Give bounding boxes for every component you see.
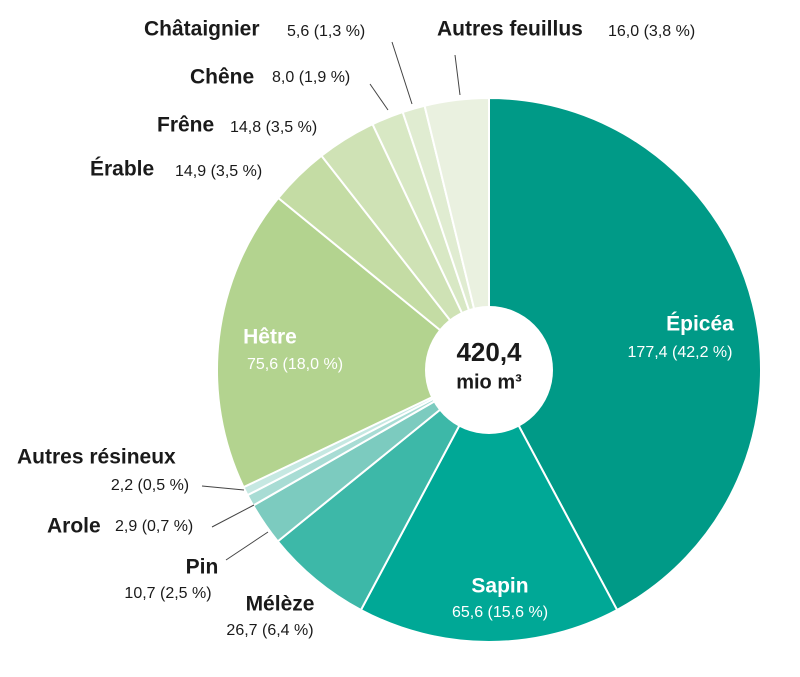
slice-label: Frêne bbox=[157, 114, 214, 137]
slice-label: Autres résineux bbox=[17, 446, 176, 469]
pie-slice bbox=[359, 367, 619, 643]
value-label: 26,7 (6,4 %) bbox=[226, 622, 313, 639]
slice-label: Mélèze bbox=[246, 593, 315, 616]
slice-label: Hêtre bbox=[243, 326, 297, 349]
leader-line bbox=[454, 54, 461, 96]
value-label: 2,9 (0,7 %) bbox=[115, 518, 193, 535]
value-label: 65,6 (15,6 %) bbox=[452, 604, 548, 621]
slice-label: Châtaignier bbox=[144, 18, 260, 41]
slice-label: Arole bbox=[47, 515, 101, 538]
value-label: 14,8 (3,5 %) bbox=[230, 119, 317, 136]
value-label: 8,0 (1,9 %) bbox=[272, 69, 350, 86]
slice-label: Autres feuillus bbox=[437, 18, 583, 41]
leader-line bbox=[369, 83, 389, 111]
value-label: 2,2 (0,5 %) bbox=[111, 477, 189, 494]
leader-line bbox=[391, 41, 413, 105]
slice-label: Épicéa bbox=[666, 313, 734, 336]
center-unit: mio m³ bbox=[456, 371, 522, 393]
leader-line bbox=[211, 504, 255, 528]
pie bbox=[216, 96, 762, 643]
value-label: 177,4 (42,2 %) bbox=[628, 344, 733, 361]
value-label: 75,6 (18,0 %) bbox=[247, 356, 343, 373]
slice-label: Sapin bbox=[471, 575, 528, 598]
leader-line bbox=[201, 485, 245, 491]
donut-hole bbox=[425, 306, 553, 434]
slice-label: Pin bbox=[186, 556, 219, 579]
leader-line bbox=[225, 531, 269, 561]
pie-slice bbox=[488, 96, 762, 612]
value-label: 14,9 (3,5 %) bbox=[175, 163, 262, 180]
value-label: 5,6 (1,3 %) bbox=[287, 23, 365, 40]
value-label: 10,7 (2,5 %) bbox=[124, 585, 211, 602]
slice-label: Chêne bbox=[190, 66, 254, 89]
pie-slice bbox=[423, 96, 490, 371]
value-label: 16,0 (3,8 %) bbox=[608, 23, 695, 40]
pie-slice bbox=[216, 196, 491, 489]
center-total: 420,4 bbox=[456, 337, 522, 367]
slice-label: Érable bbox=[90, 158, 154, 181]
